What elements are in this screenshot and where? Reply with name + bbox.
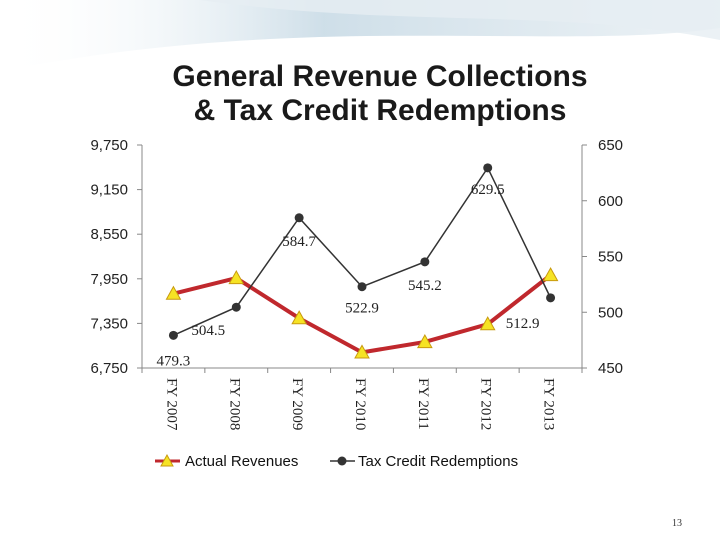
redemption-data-label: 522.9 (345, 301, 379, 317)
actual-revenues-marker (542, 267, 559, 282)
category-label: FY 2011 (415, 378, 431, 430)
redemption-data-label: 504.5 (191, 323, 225, 339)
legend-marker-tax-credit-redemptions (337, 456, 347, 466)
actual-revenues-marker (228, 270, 245, 285)
chart-legend: Actual Revenues Tax Credit Redemptions (155, 453, 518, 470)
left-axis-ticks: 6,750 7,350 7,950 8,550 9,150 9,750 (90, 137, 142, 377)
header-swoosh-light (200, 0, 720, 40)
legend-marker-actual-revenues (160, 453, 174, 467)
redemption-data-label: 584.7 (282, 234, 316, 250)
page-number: 13 (672, 518, 682, 529)
right-tick-label: 650 (598, 137, 623, 154)
left-tick-label: 9,750 (90, 137, 128, 154)
left-tick-label: 8,550 (90, 226, 128, 243)
category-label: FY 2007 (163, 378, 179, 431)
redemption-data-label: 629.5 (471, 182, 505, 198)
category-label: FY 2013 (541, 378, 557, 430)
redemption-data-label: 479.3 (157, 353, 191, 369)
tax-credit-redemptions-marker (546, 293, 556, 303)
actual-revenues-marker (165, 285, 182, 300)
redemption-data-label: 545.2 (408, 278, 442, 294)
actual-revenues-marker (291, 310, 307, 325)
redemption-data-label: 512.9 (506, 316, 540, 332)
actual-revenues-marker (417, 333, 433, 349)
right-tick-label: 600 (598, 193, 623, 210)
tax-credit-redemptions-marker (294, 213, 304, 223)
right-tick-label: 500 (598, 304, 623, 321)
left-tick-label: 9,150 (90, 182, 128, 199)
actual-revenues-marker (354, 344, 370, 359)
series-layer (165, 163, 559, 359)
actual-revenues-marker (479, 316, 496, 331)
right-tick-label: 450 (598, 360, 623, 377)
tax-credit-redemptions-marker (168, 330, 178, 340)
slide-title: General Revenue Collections & Tax Credit… (140, 60, 620, 128)
left-tick-label: 6,750 (90, 360, 128, 377)
right-axis-ticks: 450 500 550 600 650 (582, 137, 623, 377)
left-tick-label: 7,950 (90, 271, 128, 288)
tax-credit-redemptions-marker (420, 257, 430, 267)
category-label: FY 2010 (352, 378, 368, 430)
legend-label-tax-credit-redemptions: Tax Credit Redemptions (358, 453, 518, 470)
right-tick-label: 550 (598, 249, 623, 266)
category-label: FY 2009 (289, 378, 305, 430)
tax-credit-redemptions-marker (231, 302, 241, 312)
category-label: FY 2012 (478, 378, 494, 430)
title-line-2: & Tax Credit Redemptions (193, 94, 567, 127)
category-labels: FY 2007 FY 2008 FY 2009 FY 2010 FY 2011 FY 20… (141, 368, 583, 431)
title-line-1: General Revenue Collections (172, 60, 588, 93)
left-tick-label: 7,350 (90, 315, 128, 332)
tax-credit-redemptions-marker (357, 282, 367, 292)
legend-label-actual-revenues: Actual Revenues (185, 453, 298, 470)
category-label: FY 2008 (226, 378, 242, 430)
tax-credit-redemptions-marker (483, 163, 493, 173)
